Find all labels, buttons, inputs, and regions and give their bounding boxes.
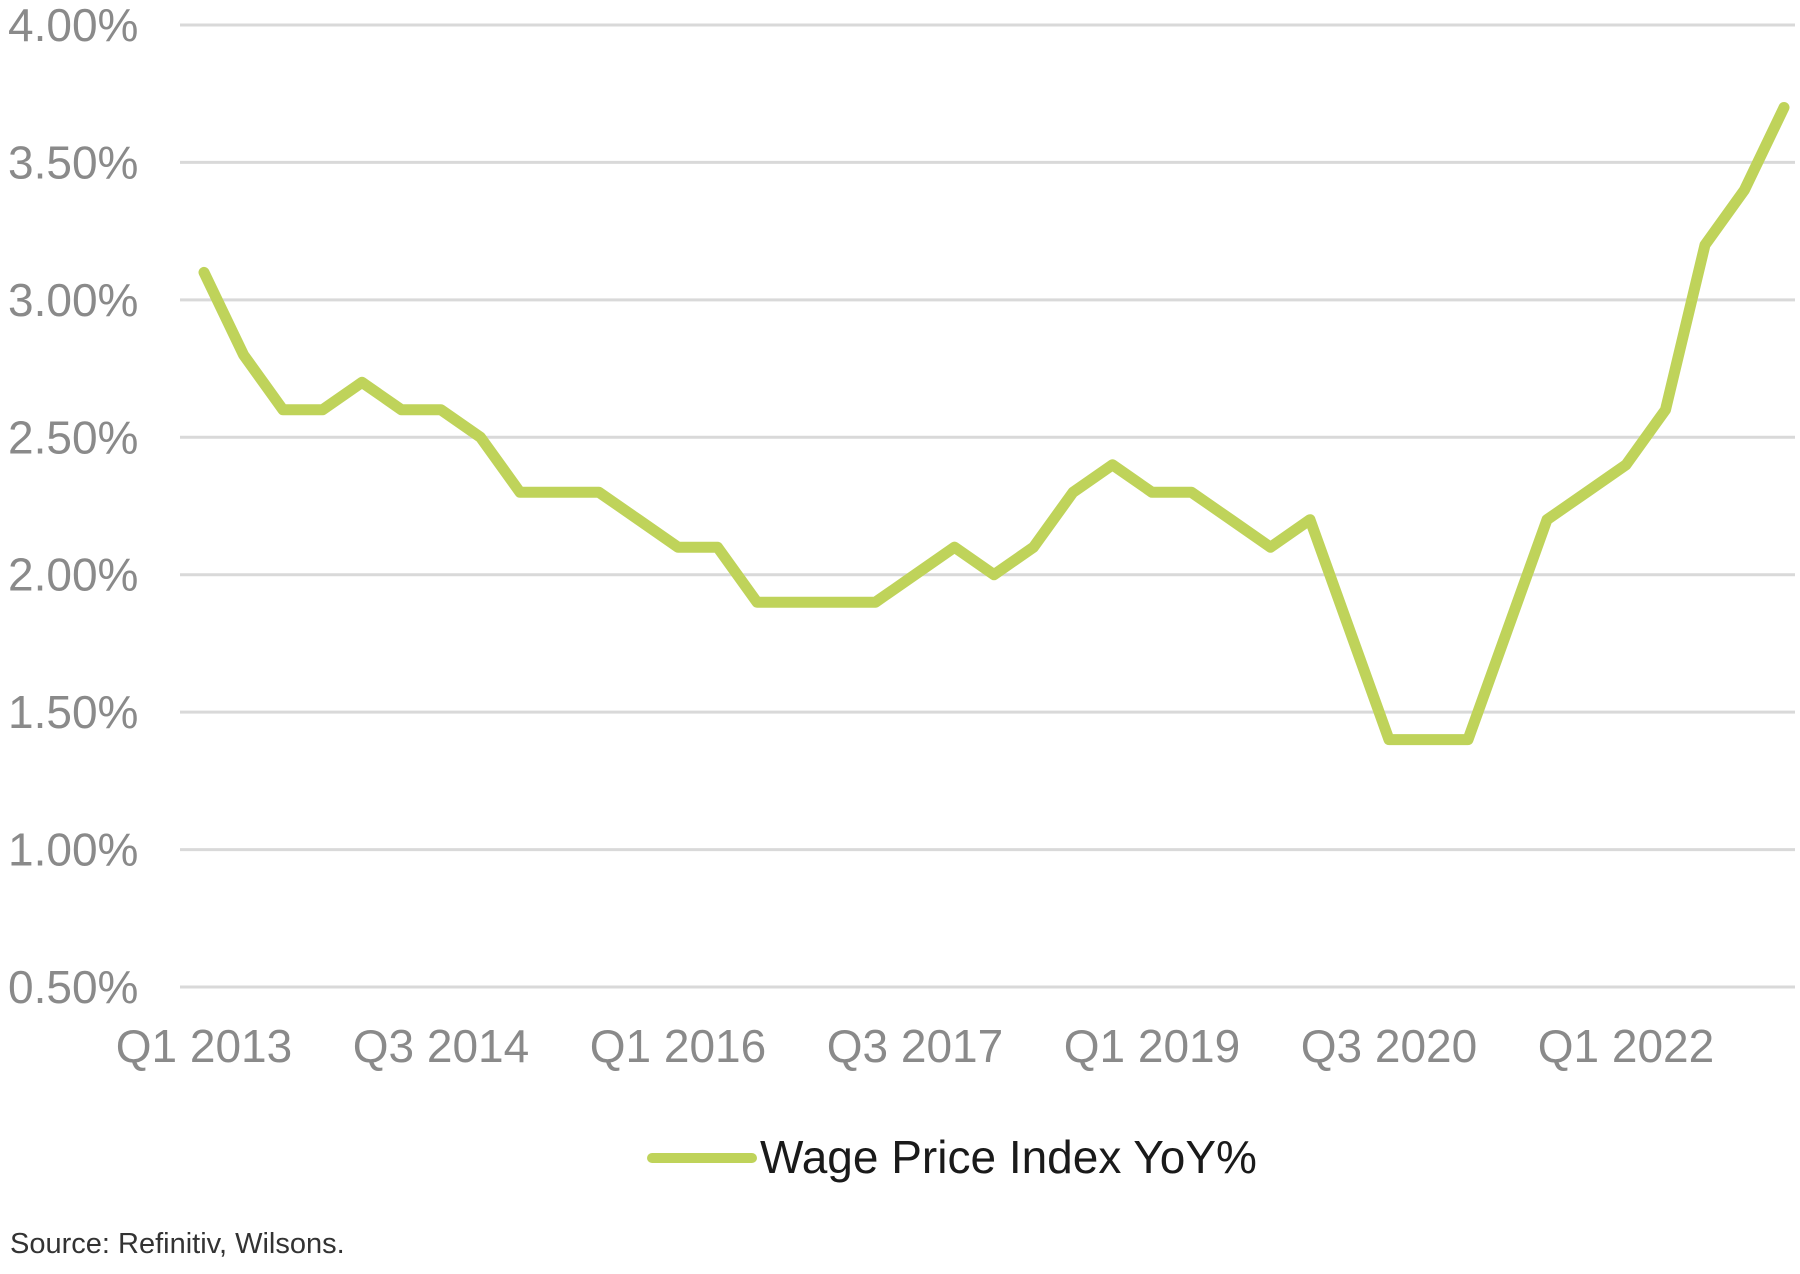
gridlines [180, 23, 1795, 989]
y-tick-label: 1.50% [8, 686, 138, 738]
x-tick-label: Q1 2013 [116, 1020, 292, 1072]
y-tick-label: 3.50% [8, 136, 138, 188]
series-line [198, 102, 1790, 746]
y-axis-ticks: 0.50% 1.00% 1.50% 2.00% 2.50% 3.00% 3.50% 4.00% [8, 0, 138, 1013]
x-tick-label: Q1 2022 [1538, 1020, 1714, 1072]
legend: Wage Price Index YoY% [647, 1131, 1257, 1183]
x-axis-ticks: Q1 2013 Q3 2014 Q1 2016 Q3 2017 Q1 2019 Q3 20… [116, 1020, 1714, 1072]
x-tick-label: Q3 2014 [353, 1020, 529, 1072]
x-tick-label: Q3 2017 [827, 1020, 1003, 1072]
y-tick-label: 3.00% [8, 274, 138, 326]
y-tick-label: 4.00% [8, 0, 138, 51]
y-tick-label: 0.50% [8, 961, 138, 1013]
y-tick-label: 2.00% [8, 549, 138, 601]
legend-label: Wage Price Index YoY% [760, 1131, 1257, 1183]
x-tick-label: Q1 2019 [1064, 1020, 1240, 1072]
x-tick-label: Q1 2016 [590, 1020, 766, 1072]
x-tick-label: Q3 2020 [1301, 1020, 1477, 1072]
y-tick-label: 1.00% [8, 824, 138, 876]
y-tick-label: 2.50% [8, 411, 138, 463]
series-group [198, 102, 1790, 746]
source-note: Source: Refinitiv, Wilsons. [10, 1228, 345, 1260]
